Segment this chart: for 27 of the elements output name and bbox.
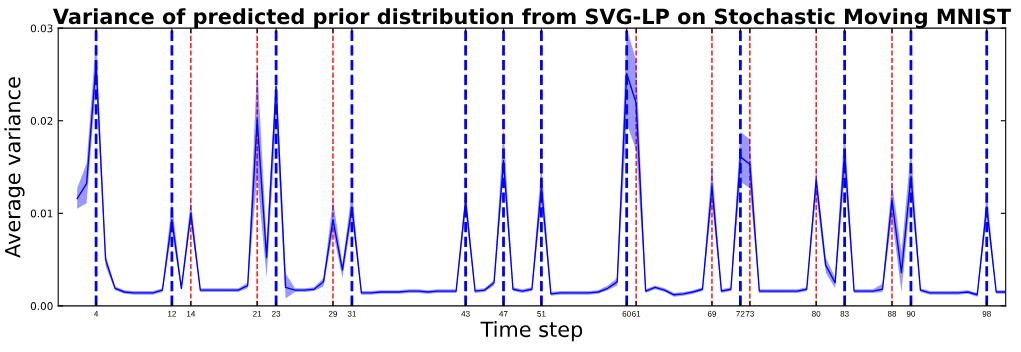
x-tick-label: 47 <box>499 311 508 317</box>
x-axis-title: Time step <box>480 321 583 342</box>
y-tick-label: 0.03 <box>30 24 53 33</box>
x-tick-label: 43 <box>461 310 470 317</box>
x-tick-label: 4 <box>94 311 99 317</box>
x-tick-label: 90 <box>906 310 916 317</box>
x-tick-label: 88 <box>887 310 897 317</box>
x-tick-label: 29 <box>328 310 338 317</box>
y-tick-label: 0.00 <box>30 302 53 310</box>
chart-title: Variance of predicted prior distribution from SVG-LP on Stochastic Moving MNIST <box>52 8 1011 29</box>
x-tick-label: 98 <box>982 310 991 317</box>
y-axis-title: Average variance <box>4 77 25 258</box>
y-tick-label: 0.01 <box>30 209 53 218</box>
x-tick-label: 14 <box>186 311 196 317</box>
x-tick-label: 31 <box>347 310 357 317</box>
x-tick-label: 12 <box>168 310 176 317</box>
x-tick-label: 72 <box>736 310 745 317</box>
x-tick-label: 21 <box>253 310 262 317</box>
x-tick-label: 60 <box>622 310 631 317</box>
x-tick-label: 69 <box>707 310 717 317</box>
x-tick-label: 83 <box>840 310 849 317</box>
x-tick-label: 80 <box>812 310 821 317</box>
x-tick-label: 23 <box>272 310 281 317</box>
y-tick-label: 0.02 <box>30 116 53 125</box>
x-tick-label: 73 <box>745 310 754 317</box>
x-tick-label: 51 <box>537 311 546 317</box>
x-tick-label: 61 <box>632 310 641 317</box>
